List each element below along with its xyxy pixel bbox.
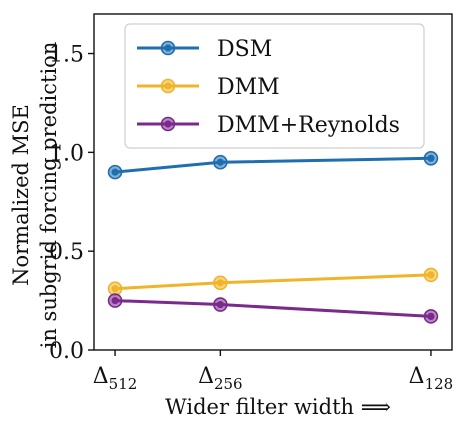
data-point-core: [216, 300, 224, 309]
y-tick-label: 0.5: [49, 240, 84, 265]
data-point-core: [216, 279, 224, 287]
legend-swatch-core: [164, 120, 172, 128]
legend-swatch-core: [164, 44, 172, 52]
legend-swatch-core: [164, 82, 172, 90]
legend-label: DMM+Reynolds: [217, 113, 400, 138]
plot-area: [93, 13, 453, 351]
x-tick-label: Δ128: [409, 364, 454, 393]
data-point-core: [111, 168, 119, 176]
x-tick-label: Δ512: [93, 364, 138, 393]
y-tick-label: 0.0: [49, 339, 84, 364]
y-tick-label: 1.0: [49, 141, 84, 166]
series-line-dmm-reynolds: [115, 299, 432, 318]
series-line-dsm: [114, 156, 431, 174]
data-point-core: [427, 312, 435, 320]
legend: DSM DMM DMM+Reynolds: [124, 23, 425, 149]
legend-label: DMM: [217, 75, 280, 100]
tick-layer: 0.0 0.5 1.0 1.5 Δ512 Δ256 Δ128: [49, 43, 453, 393]
data-point-core: [427, 271, 435, 279]
series-layer: [107, 150, 439, 324]
x-tick-label: Δ256: [198, 364, 243, 393]
series-line-dmm: [114, 273, 431, 291]
data-point-core: [111, 285, 119, 293]
x-axis-label: Wider filter width ⟹: [165, 395, 391, 419]
data-point-core: [216, 158, 224, 166]
plot-frame: [93, 13, 453, 351]
data-point-core: [427, 154, 435, 162]
y-axis-label-line1: Normalized MSE: [9, 104, 33, 286]
y-tick-label: 1.5: [49, 43, 84, 68]
legend-label: DSM: [217, 37, 272, 62]
y-axis-label-line2: in subgrid forcing prediction: [37, 42, 61, 349]
data-point-core: [111, 296, 119, 305]
legend-box: [124, 23, 425, 149]
